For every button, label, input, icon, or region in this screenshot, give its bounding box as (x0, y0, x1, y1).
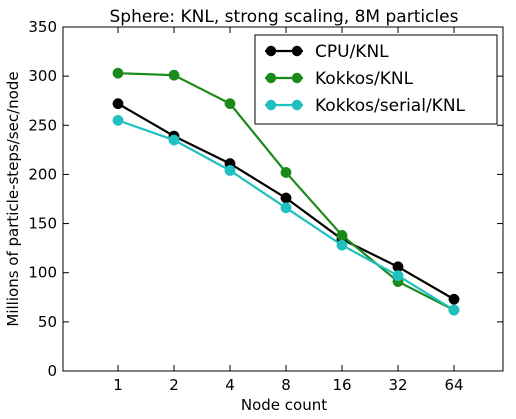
chart-title: Sphere: KNL, strong scaling, 8M particle… (110, 7, 459, 27)
x-tick-label: 4 (225, 376, 235, 394)
y-tick-label: 250 (28, 116, 57, 134)
data-point (224, 98, 236, 110)
x-tick-label: 16 (332, 376, 351, 394)
data-point (112, 98, 124, 110)
series-kokkos-serial-knl (112, 114, 460, 316)
data-point (448, 304, 460, 316)
legend-swatch-marker (265, 72, 277, 84)
series-cpu-knl (112, 98, 460, 305)
data-point (280, 202, 292, 214)
y-tick-label: 100 (28, 264, 57, 282)
plot-frame (62, 26, 504, 372)
data-point (168, 134, 180, 146)
y-tick-label: 200 (28, 165, 57, 183)
legend: CPU/KNL Kokkos/KNL Kokkos/serial/KNL (254, 34, 498, 125)
y-tick-label: 150 (28, 215, 57, 233)
data-point (280, 192, 292, 204)
y-tick-label: 350 (28, 18, 57, 36)
y-tick-label: 50 (38, 313, 57, 331)
legend-swatch-marker (291, 45, 303, 57)
data-point (336, 239, 348, 251)
x-tick-label: 64 (444, 376, 463, 394)
data-point (280, 167, 292, 178)
data-point (392, 270, 404, 282)
x-tick-label: 32 (388, 376, 407, 394)
data-point (224, 165, 236, 176)
legend-swatch-marker (291, 72, 303, 84)
data-point (336, 229, 348, 241)
data-point (448, 293, 460, 305)
legend-swatch-marker (265, 45, 277, 57)
x-tick-label: 1 (113, 376, 123, 394)
legend-label: CPU/KNL (315, 42, 389, 62)
y-tick-label: 0 (47, 362, 57, 380)
x-tick-label: 2 (169, 376, 179, 394)
legend-label: Kokkos/serial/KNL (315, 96, 466, 116)
plot-area: 0 50 100 150 200 250 300 350 1 2 4 8 16 32 64 (28, 18, 504, 394)
data-point (112, 114, 124, 126)
y-axis-label: Millions of particle-steps/sec/node (4, 71, 22, 326)
x-axis-label: Node count (241, 396, 327, 414)
x-tick-label: 8 (281, 376, 291, 394)
legend-swatch-marker (265, 99, 277, 111)
data-point (112, 67, 124, 79)
data-point (168, 69, 180, 81)
series-line (117, 119, 455, 312)
legend-label: Kokkos/KNL (315, 69, 414, 89)
legend-swatch-marker (291, 99, 303, 111)
y-tick-label: 300 (28, 67, 57, 85)
